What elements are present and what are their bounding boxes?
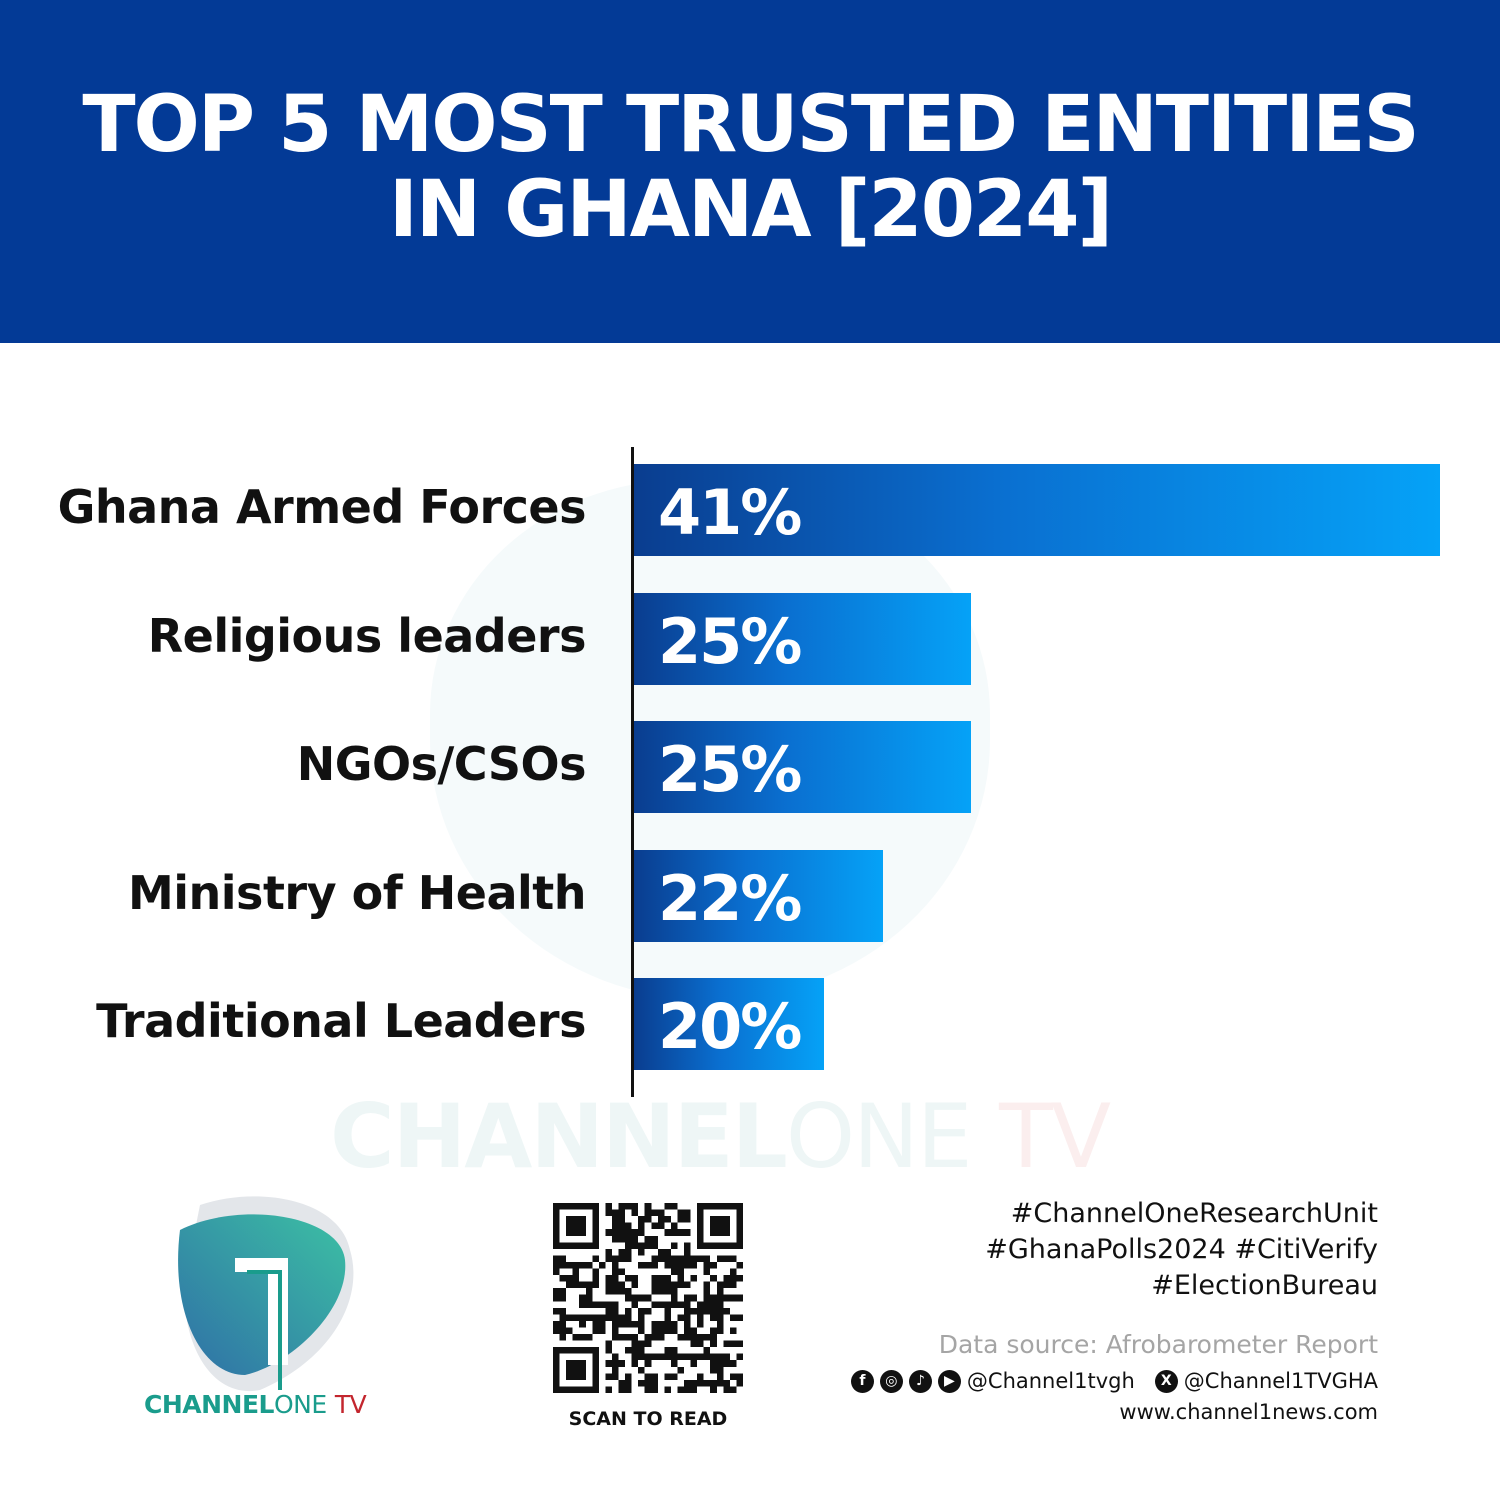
channelone-logo <box>178 1196 354 1392</box>
tiktok-icon[interactable]: ♪ <box>908 1369 932 1393</box>
qr-code[interactable] <box>553 1203 743 1393</box>
logo-wordmark: CHANNELONE TV <box>144 1390 367 1419</box>
bar: 25% <box>634 592 971 685</box>
handle-main[interactable]: @Channel1tvgh <box>966 1369 1135 1393</box>
scan-to-read-caption: SCAN TO READ <box>568 1408 728 1430</box>
logo-one: ONE <box>273 1390 327 1419</box>
data-label: 22% <box>658 861 802 935</box>
category-label: Ghana Armed Forces <box>57 480 587 534</box>
data-label: 25% <box>658 604 802 678</box>
data-label: 20% <box>658 990 802 1063</box>
title-line-2: IN GHANA [2024] <box>388 165 1113 255</box>
youtube-icon[interactable]: ▶ <box>937 1369 961 1393</box>
watermark-channel: CHANNEL <box>330 1085 788 1188</box>
bar: 22% <box>634 849 884 942</box>
hashtag-line-1: #ChannelOneResearchUnit <box>1010 1198 1378 1229</box>
social-row: f ◎ ♪ ▶ @Channel1tvgh X @Channel1TVGHA <box>850 1369 1378 1393</box>
category-label: Ministry of Health <box>128 865 587 920</box>
watermark-text: CHANNELONE TV <box>330 1085 1111 1188</box>
watermark-tv: TV <box>999 1085 1111 1188</box>
logo-channel: CHANNEL <box>144 1390 274 1419</box>
category-label: Religious leaders <box>147 608 587 663</box>
instagram-icon[interactable]: ◎ <box>879 1369 903 1393</box>
x-icon[interactable]: X <box>1154 1369 1178 1393</box>
title-line-1: TOP 5 MOST TRUSTED ENTITIES <box>82 80 1419 170</box>
y-axis-line <box>631 447 634 1097</box>
category-label: NGOs/CSOs <box>296 737 587 791</box>
hashtag-line-2: #GhanaPolls2024 #CitiVerify <box>985 1234 1378 1265</box>
bar: 25% <box>634 721 971 813</box>
facebook-icon[interactable]: f <box>850 1369 874 1393</box>
bar: 41% <box>634 464 1440 556</box>
watermark-one: ONE <box>785 1085 973 1188</box>
handle-x[interactable]: @Channel1TVGHA <box>1183 1369 1378 1393</box>
header-banner: TOP 5 MOST TRUSTED ENTITIES IN GHANA [20… <box>0 0 1500 343</box>
qr-modules <box>553 1203 743 1393</box>
bar: 20% <box>634 978 825 1070</box>
website-link[interactable]: www.channel1news.com <box>1119 1400 1378 1424</box>
data-source: Data source: Afrobarometer Report <box>938 1330 1378 1359</box>
category-label: Traditional Leaders <box>96 994 586 1048</box>
data-label: 41% <box>658 476 802 549</box>
data-label: 25% <box>658 733 802 806</box>
logo-tv: TV <box>334 1390 367 1419</box>
hashtag-line-3: #ElectionBureau <box>1151 1270 1378 1301</box>
